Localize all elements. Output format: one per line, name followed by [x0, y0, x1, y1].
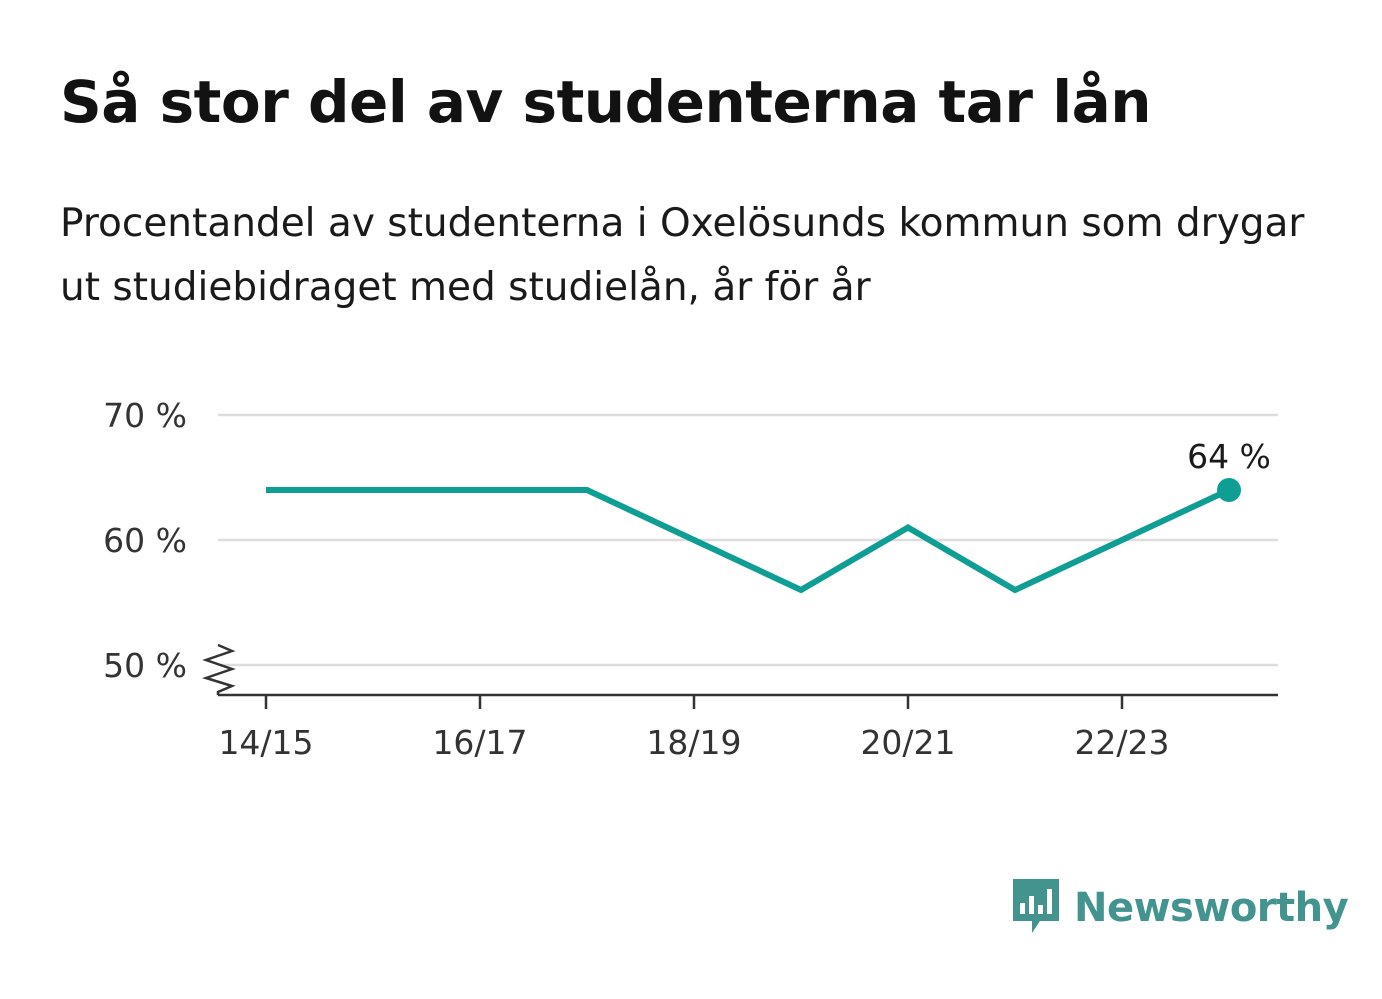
- newsworthy-logo-icon: [1010, 876, 1062, 940]
- grid-lines: [218, 413, 1278, 667]
- brand-name: Newsworthy: [1074, 885, 1349, 931]
- x-tick-label: 20/21: [860, 723, 955, 762]
- y-tick-label: 70 %: [103, 396, 187, 435]
- y-tick-label: 60 %: [103, 521, 187, 560]
- series-line: [266, 487, 1231, 594]
- labels: 50 % 60 % 70 % 14/15 16/17 18/19 20/21 22/23 64 …: [103, 396, 1271, 762]
- chart-title: Så stor del av studenterna tar lån: [60, 68, 1152, 136]
- series: [266, 478, 1241, 594]
- newsworthy-logo: Newsworthy: [1010, 876, 1349, 940]
- y-tick-label: 50 %: [103, 646, 187, 685]
- x-tick-label: 18/19: [646, 723, 741, 762]
- x-tick-label: 22/23: [1074, 723, 1169, 762]
- x-axis: [201, 643, 1278, 709]
- end-point-marker: [1217, 478, 1241, 502]
- chart-subtitle: Procentandel av studenterna i Oxelösunds…: [60, 201, 1305, 310]
- x-tick-label: 16/17: [432, 723, 527, 762]
- end-value-label: 64 %: [1187, 437, 1271, 476]
- y-axis-break-icon: [201, 643, 236, 695]
- x-tick-label: 14/15: [218, 723, 313, 762]
